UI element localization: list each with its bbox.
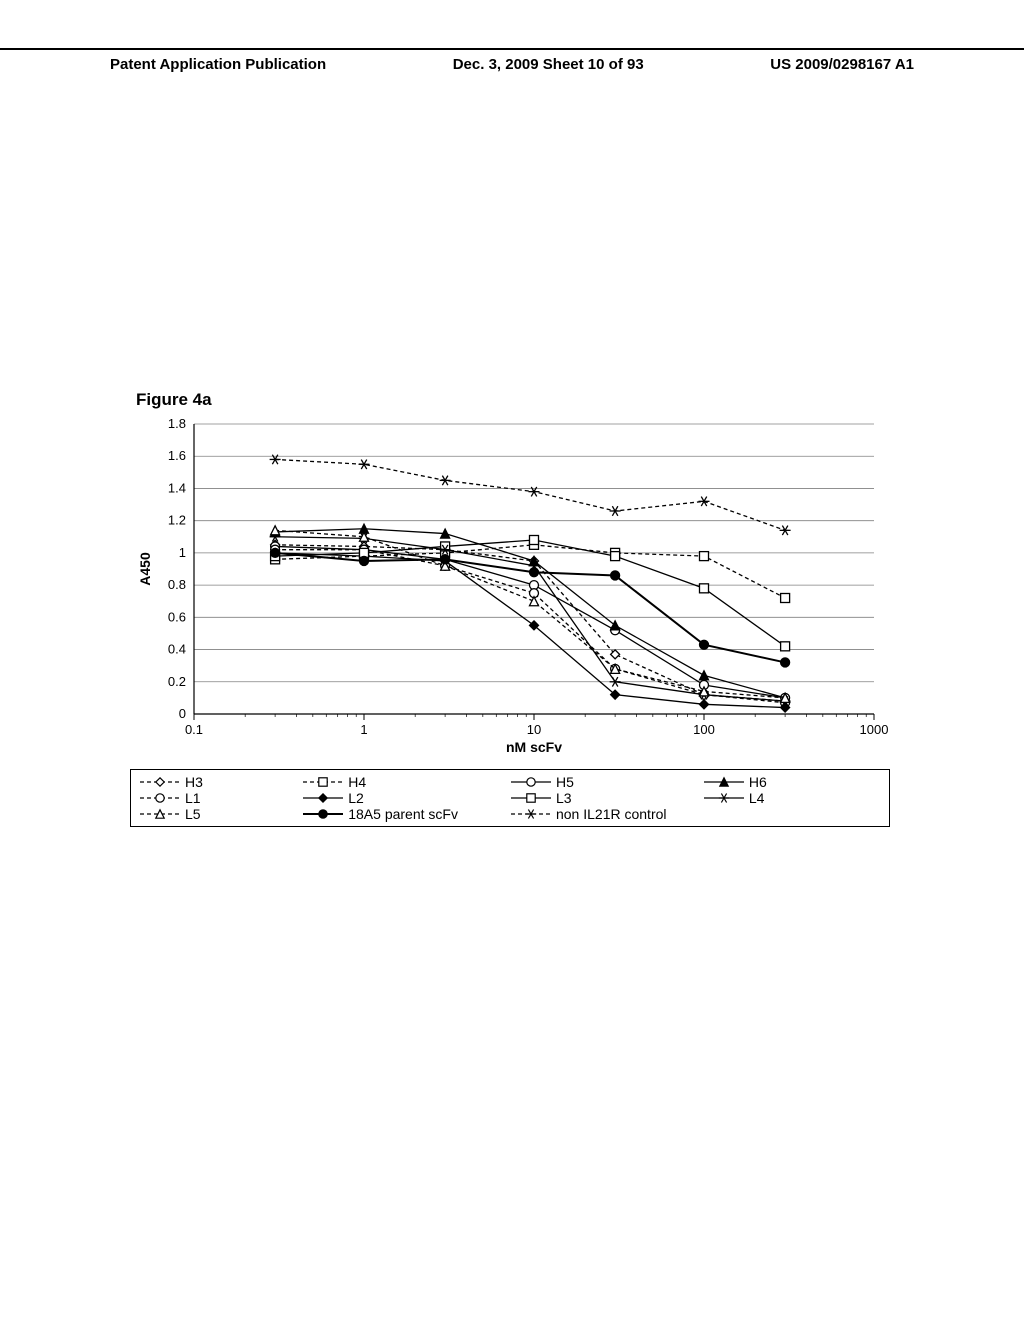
- legend-label: L3: [556, 790, 572, 806]
- svg-text:1: 1: [360, 722, 367, 737]
- legend-label: H4: [348, 774, 366, 790]
- legend-item-L1: L1: [139, 790, 302, 806]
- svg-text:1.2: 1.2: [168, 513, 186, 528]
- svg-text:0: 0: [179, 706, 186, 721]
- series-non IL21R control: [270, 455, 791, 535]
- series-L5: [271, 526, 790, 703]
- svg-text:0.6: 0.6: [168, 609, 186, 624]
- svg-text:1: 1: [179, 545, 186, 560]
- legend-label: H6: [749, 774, 767, 790]
- svg-text:10: 10: [527, 722, 541, 737]
- legend-label: L4: [749, 790, 765, 806]
- header-left: Patent Application Publication: [110, 56, 326, 73]
- page-header: Patent Application Publication Dec. 3, 2…: [0, 48, 1024, 73]
- legend-item-non-IL21R-control: non IL21R control: [510, 806, 703, 822]
- legend-label: non IL21R control: [556, 806, 667, 822]
- svg-text:0.4: 0.4: [168, 642, 186, 657]
- legend: H3 H4 H5 H6 L1 L2 L3 L4 L5 18A5 parent scFv non IL…: [130, 769, 890, 827]
- header-right: US 2009/0298167 A1: [770, 56, 914, 73]
- series-H6: [271, 524, 790, 702]
- svg-text:1.4: 1.4: [168, 480, 186, 495]
- legend-item-L4: L4: [703, 790, 881, 806]
- series-L4: [270, 532, 791, 706]
- legend-label: H3: [185, 774, 203, 790]
- chart-svg: 0 0.2 0.4 0.6 0.8 1 1.2 1.4 1.6 1.8 0.1 1 10 100 1000 n…: [130, 414, 890, 754]
- figure-title: Figure 4a: [136, 390, 890, 410]
- svg-text:1.8: 1.8: [168, 416, 186, 431]
- svg-text:1.6: 1.6: [168, 448, 186, 463]
- legend-item-H6: H6: [703, 774, 881, 790]
- legend-label: H5: [556, 774, 574, 790]
- legend-item-L2: L2: [302, 790, 510, 806]
- svg-text:A450: A450: [137, 552, 153, 586]
- svg-text:0.2: 0.2: [168, 674, 186, 689]
- legend-item-H3: H3: [139, 774, 302, 790]
- svg-text:nM scFv: nM scFv: [506, 739, 562, 754]
- header-mid: Dec. 3, 2009 Sheet 10 of 93: [453, 56, 644, 73]
- legend-label: L5: [185, 806, 201, 822]
- legend-item-L3: L3: [510, 790, 703, 806]
- legend-label: L1: [185, 790, 201, 806]
- legend-item-18A5-parent-scFv: 18A5 parent scFv: [302, 806, 510, 822]
- legend-label: L2: [348, 790, 364, 806]
- svg-text:1000: 1000: [860, 722, 889, 737]
- svg-text:0.1: 0.1: [185, 722, 203, 737]
- chart: 0 0.2 0.4 0.6 0.8 1 1.2 1.4 1.6 1.8 0.1 1 10 100 1000 n…: [130, 414, 890, 759]
- svg-text:100: 100: [693, 722, 715, 737]
- legend-item-L5: L5: [139, 806, 302, 822]
- legend-label: 18A5 parent scFv: [348, 806, 458, 822]
- figure-container: Figure 4a 0 0.2 0.4 0.6 0.8 1 1.2 1.4 1.6 1.8 0.1 1…: [130, 390, 890, 827]
- svg-text:0.8: 0.8: [168, 577, 186, 592]
- legend-item-H4: H4: [302, 774, 510, 790]
- legend-item-H5: H5: [510, 774, 703, 790]
